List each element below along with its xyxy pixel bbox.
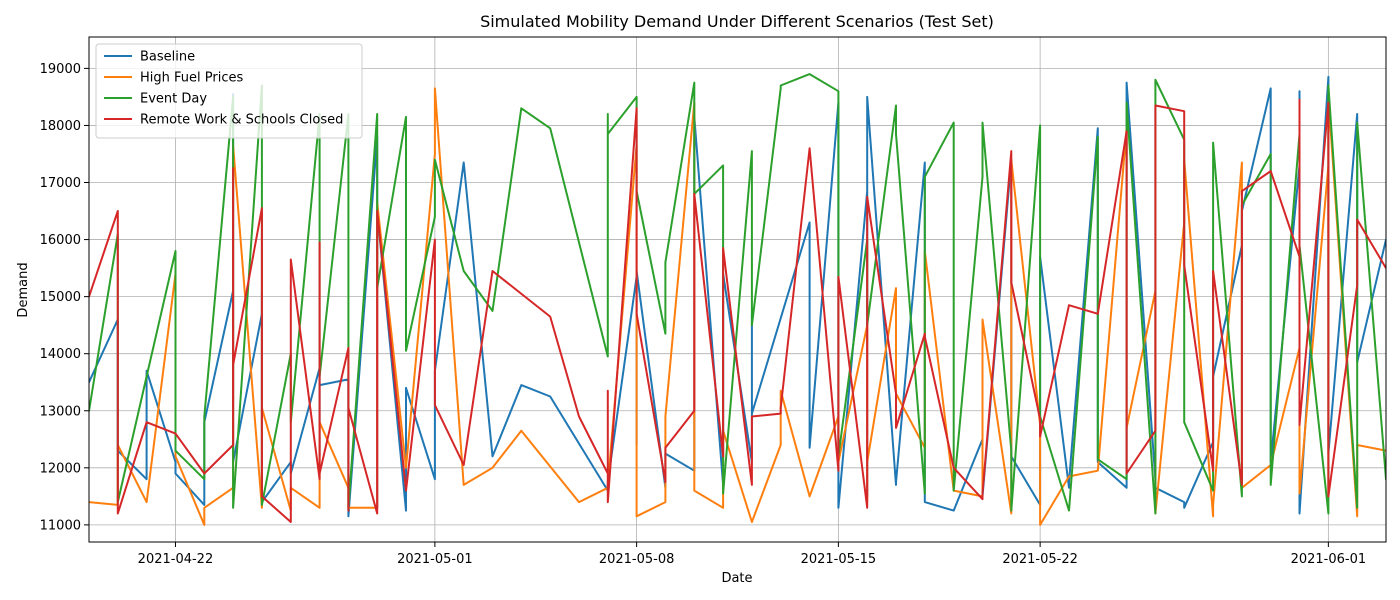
legend: Baseline High Fuel Prices Event Day Remote … xyxy=(95,43,363,139)
legend-label: Baseline xyxy=(140,50,195,65)
legend-label: Remote Work & Schools Closed xyxy=(140,113,343,128)
y-tick-label: 11000 xyxy=(40,518,81,533)
series-line-high-fuel-prices xyxy=(89,87,1386,526)
x-tick-label: 2021-05-15 xyxy=(801,552,877,567)
y-tick-label: 15000 xyxy=(40,290,81,305)
series-lines xyxy=(89,73,1386,526)
x-tick-label: 2021-04-22 xyxy=(138,552,214,567)
legend-box xyxy=(95,43,363,139)
x-axis-label: Date xyxy=(721,571,752,586)
series-line-event-day xyxy=(89,73,1386,515)
y-tick-label: 14000 xyxy=(40,347,81,362)
series-line-remote-work-schools-closed xyxy=(89,98,1386,523)
y-tick-label: 17000 xyxy=(40,176,81,191)
y-tick-label: 18000 xyxy=(40,119,81,134)
x-tick-label: 2021-05-22 xyxy=(1002,552,1078,567)
plot-area-frame xyxy=(88,36,1387,543)
y-tick-label: 13000 xyxy=(40,404,81,419)
axis-ticks: 2021-04-22 2021-05-01 2021-05-08 2021-05-15… xyxy=(40,62,1366,567)
x-tick-label: 2021-05-01 xyxy=(397,552,473,567)
y-axis-label: Demand xyxy=(16,262,31,317)
x-tick-label: 2021-06-01 xyxy=(1291,552,1367,567)
y-tick-label: 19000 xyxy=(40,62,81,77)
legend-label: Event Day xyxy=(140,92,207,107)
legend-label: High Fuel Prices xyxy=(140,71,243,86)
chart-title: Simulated Mobility Demand Under Differen… xyxy=(480,12,994,31)
y-tick-label: 16000 xyxy=(40,233,81,248)
x-tick-label: 2021-05-08 xyxy=(599,552,675,567)
y-tick-label: 12000 xyxy=(40,461,81,476)
